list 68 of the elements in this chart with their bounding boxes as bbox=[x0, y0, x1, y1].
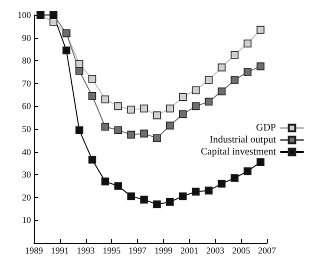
point bbox=[244, 40, 252, 48]
point bbox=[101, 178, 110, 186]
point bbox=[153, 134, 161, 142]
point bbox=[114, 126, 122, 134]
point bbox=[127, 106, 135, 114]
point bbox=[153, 200, 161, 208]
point bbox=[88, 92, 96, 100]
point bbox=[256, 26, 264, 34]
point bbox=[75, 66, 84, 75]
point bbox=[218, 64, 226, 72]
point bbox=[204, 76, 213, 84]
point bbox=[101, 95, 110, 104]
point bbox=[244, 167, 252, 176]
x-tick-label: 1995 bbox=[102, 246, 122, 256]
point bbox=[101, 122, 110, 131]
x-tick-label: 2005 bbox=[232, 246, 251, 256]
x-tick-label: 1991 bbox=[50, 246, 69, 256]
x-tick-label: 2001 bbox=[180, 246, 198, 256]
point bbox=[75, 126, 84, 134]
point bbox=[192, 86, 200, 94]
point bbox=[218, 180, 226, 188]
x-tick-label: 1999 bbox=[154, 246, 173, 256]
x-tick-label: 1989 bbox=[25, 246, 44, 256]
point bbox=[178, 93, 187, 101]
x-tick-label: 1993 bbox=[76, 246, 96, 256]
point bbox=[178, 192, 187, 200]
point bbox=[244, 68, 252, 76]
y-tick-label: 40 bbox=[22, 146, 32, 157]
point bbox=[204, 98, 213, 106]
point bbox=[114, 102, 122, 110]
point bbox=[178, 110, 187, 118]
point bbox=[166, 104, 174, 112]
legend-label: Industrial output bbox=[210, 134, 276, 146]
point bbox=[140, 130, 148, 138]
y-tick-label: 60 bbox=[22, 101, 32, 112]
point bbox=[88, 156, 96, 164]
point bbox=[166, 198, 174, 206]
y-tick-label: 50 bbox=[22, 124, 32, 134]
point bbox=[204, 186, 213, 194]
point bbox=[230, 174, 239, 182]
point bbox=[192, 188, 200, 196]
point bbox=[230, 76, 239, 84]
point bbox=[166, 122, 174, 130]
point bbox=[88, 74, 96, 83]
legend-label: GDP bbox=[256, 122, 276, 134]
y-tick-label: 100 bbox=[18, 10, 32, 20]
legend-label: Capital investment bbox=[200, 146, 276, 158]
point bbox=[256, 62, 264, 70]
point bbox=[153, 111, 161, 120]
y-tick-label: 30 bbox=[22, 170, 32, 180]
point bbox=[114, 182, 122, 190]
point bbox=[140, 104, 148, 112]
point bbox=[127, 192, 135, 200]
y-tick-label: 80 bbox=[22, 56, 32, 66]
y-tick-label: 70 bbox=[22, 78, 32, 88]
point bbox=[256, 158, 264, 166]
x-tick-label: 1997 bbox=[128, 246, 148, 256]
x-tick-label: 2007 bbox=[258, 246, 276, 256]
point bbox=[192, 102, 200, 110]
point bbox=[218, 87, 226, 96]
y-tick-label: 20 bbox=[22, 192, 32, 202]
y-tick-label: 10 bbox=[22, 215, 32, 226]
point bbox=[230, 51, 239, 59]
point bbox=[127, 130, 135, 139]
x-tick-label: 2003 bbox=[206, 246, 225, 256]
y-tick-label: 90 bbox=[22, 32, 32, 43]
point bbox=[140, 196, 148, 204]
point bbox=[62, 46, 70, 54]
